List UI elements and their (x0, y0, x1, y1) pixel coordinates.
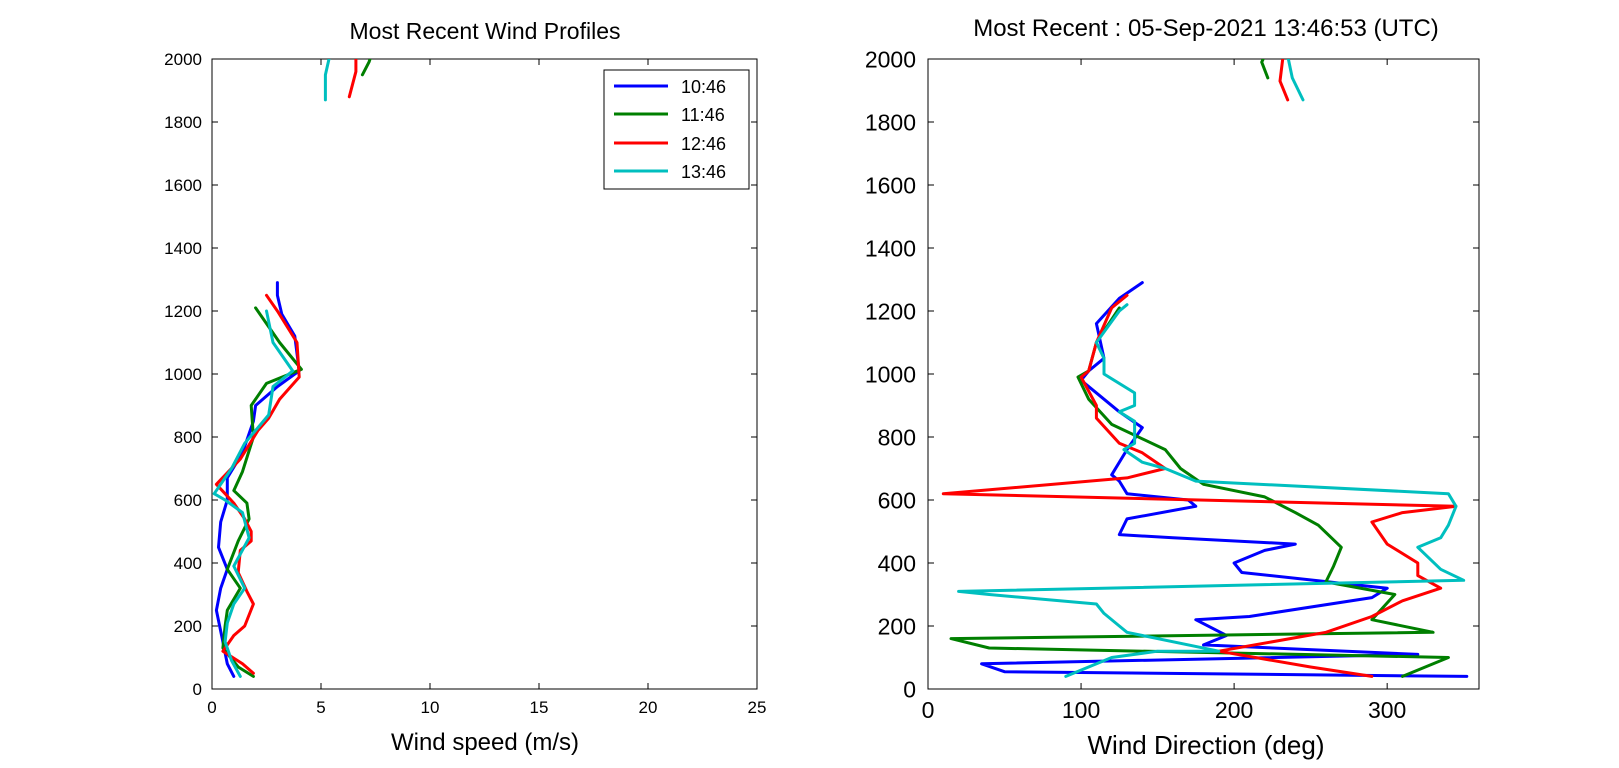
wind-direction-line-1346-seg1 (1286, 59, 1305, 102)
wind-speed-ytick-label: 1400 (164, 239, 202, 258)
wind-speed-xtick-label: 0 (207, 698, 216, 717)
wind-speed-xlabel: Wind speed (m/s) (391, 729, 579, 756)
wind-speed-xtick-label: 10 (421, 698, 440, 717)
wind-speed-line-1346-seg1 (323, 59, 331, 102)
wind-speed-ytick-label: 1800 (164, 113, 202, 132)
legend-label-1246: 12:46 (681, 134, 726, 154)
wind-direction-xlabel: Wind Direction (deg) (1088, 730, 1325, 760)
wind-direction-ytick-label: 2000 (865, 46, 916, 72)
wind-speed-xtick-label: 20 (639, 698, 658, 717)
wind-speed-ytick-label: 1600 (164, 176, 202, 195)
wind-speed-legend: 10:46 11:46 12:46 13:46 (603, 69, 750, 190)
wind-speed-line-1246-seg0 (214, 293, 301, 675)
wind-direction-ytick-label: 200 (878, 613, 916, 639)
wind-direction-ytick-label: 1800 (865, 109, 916, 135)
wind-direction-ytick-label: 1400 (865, 235, 916, 261)
wind-direction-ytick-label: 400 (878, 550, 916, 576)
wind-direction-ytick-label: 1200 (865, 298, 916, 324)
wind-speed-panel: Most Recent Wind Profiles 0 5 10 15 20 25 0 200… (164, 18, 766, 756)
wind-speed-line-1246-seg1 (347, 59, 358, 99)
wind-speed-ytick-label: 400 (174, 554, 202, 573)
wind-direction-line-1146-seg1 (1260, 59, 1270, 80)
wind-speed-ytick-label: 1200 (164, 302, 202, 321)
legend-box (603, 69, 750, 190)
wind-speed-line-1146-seg1 (360, 59, 372, 77)
wind-direction-ytick-label: 600 (878, 487, 916, 513)
wind-direction-line-1346-seg0 (957, 303, 1466, 678)
wind-speed-ytick-label: 0 (193, 680, 202, 699)
wind-speed-xtick-label: 25 (748, 698, 767, 717)
wind-speed-xtick-label: 15 (530, 698, 549, 717)
legend-label-1346: 13:46 (681, 162, 726, 182)
wind-direction-xtick-label: 300 (1368, 697, 1406, 723)
wind-speed-ytick-label: 800 (174, 428, 202, 447)
wind-direction-ytick-label: 1600 (865, 172, 916, 198)
wind-speed-series-group (212, 59, 372, 678)
wind-direction-axes-box (927, 58, 1480, 690)
wind-speed-ytick-label: 200 (174, 617, 202, 636)
wind-direction-series-group (941, 59, 1469, 678)
wind-direction-xtick-label: 100 (1062, 697, 1100, 723)
wind-direction-ytick-label: 1000 (865, 361, 916, 387)
legend-label-1146: 11:46 (681, 105, 725, 125)
wind-speed-title: Most Recent Wind Profiles (350, 18, 621, 44)
wind-direction-xtick-label: 200 (1215, 697, 1253, 723)
legend-label-1046: 10:46 (681, 77, 726, 97)
wind-speed-ytick-label: 1000 (164, 365, 202, 384)
wind-direction-title: Most Recent : 05-Sep-2021 13:46:53 (UTC) (973, 15, 1439, 42)
wind-speed-line-1146-seg0 (221, 306, 303, 678)
wind-direction-xtick-label: 0 (922, 697, 935, 723)
wind-speed-line-1346-seg0 (212, 309, 295, 678)
wind-direction-line-1146-seg0 (949, 306, 1450, 678)
wind-direction-ytick-label: 0 (903, 676, 916, 702)
wind-speed-ytick-label: 2000 (164, 50, 202, 69)
wind-direction-plot-area: 0 100 200 300 0 200 400 600 800 1000 1200 1400 1600 1… (865, 46, 1480, 723)
wind-direction-line-1246-seg1 (1278, 59, 1290, 102)
wind-direction-ytick-label: 800 (878, 424, 916, 450)
wind-direction-panel: Most Recent : 05-Sep-2021 13:46:53 (UTC)… (865, 15, 1480, 760)
wind-speed-ytick-label: 600 (174, 491, 202, 510)
wind-speed-xtick-label: 5 (316, 698, 325, 717)
